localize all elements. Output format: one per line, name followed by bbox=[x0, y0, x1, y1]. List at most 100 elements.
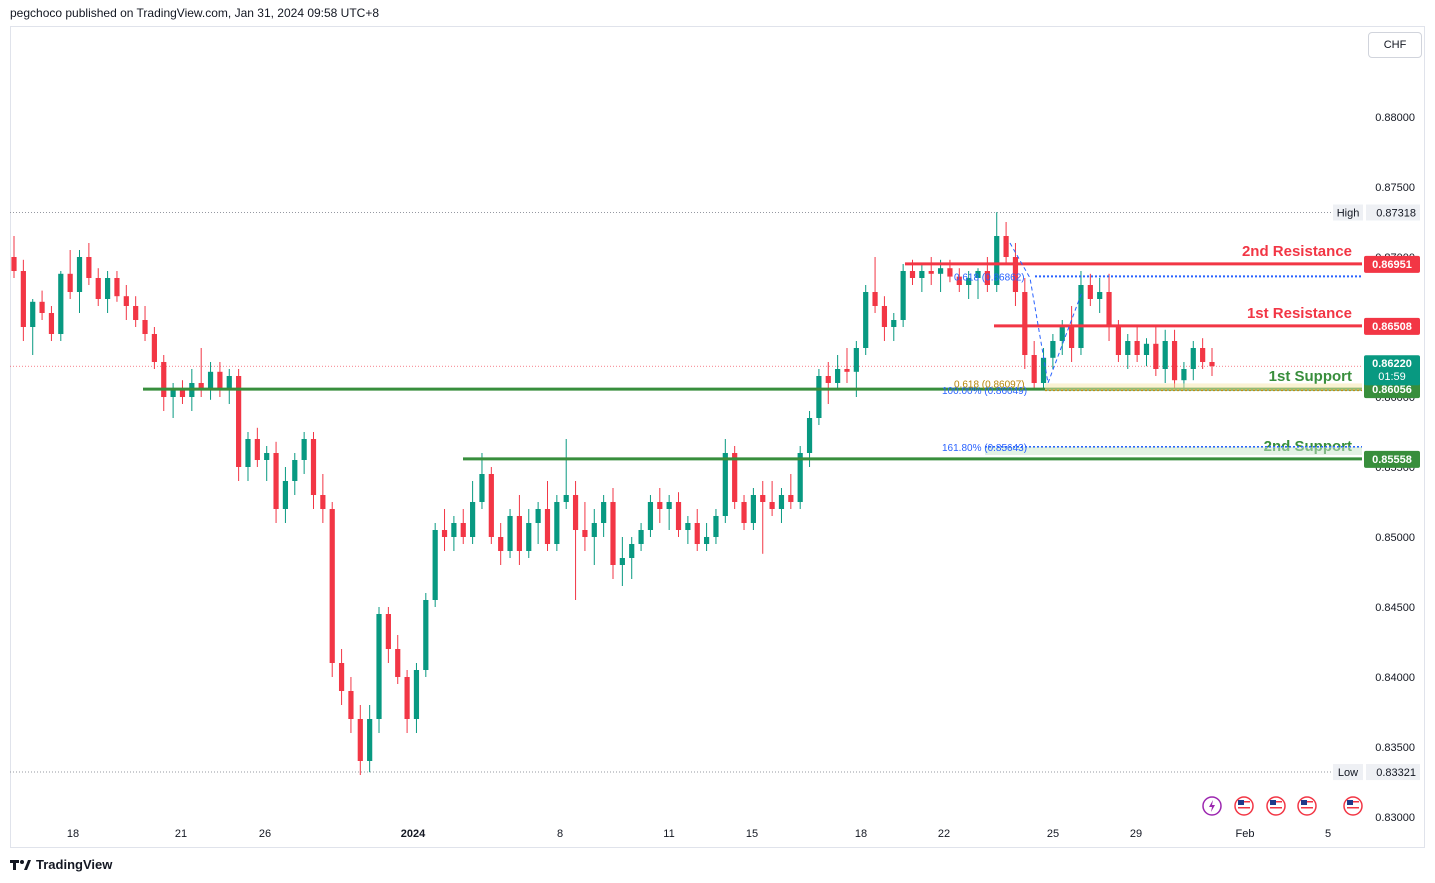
candle-body bbox=[722, 453, 728, 516]
candle-body bbox=[1078, 285, 1084, 348]
brand-label: TradingView bbox=[36, 857, 113, 872]
candle-body bbox=[984, 271, 990, 285]
candle-body bbox=[741, 502, 747, 523]
time-tick: 11 bbox=[663, 828, 674, 840]
candle-body bbox=[151, 334, 157, 362]
us-flag-icon[interactable] bbox=[1266, 796, 1286, 816]
flag-ring bbox=[1266, 796, 1286, 816]
candle-body bbox=[582, 530, 588, 537]
price-tick: 0.83500 bbox=[1375, 742, 1415, 754]
candle-body bbox=[273, 453, 279, 509]
candle-body bbox=[554, 502, 560, 544]
candle-body bbox=[310, 439, 317, 495]
candle-body bbox=[1171, 341, 1178, 381]
candle-body bbox=[432, 530, 438, 600]
tradingview-logo[interactable]: TradingView bbox=[10, 857, 112, 872]
candle-body bbox=[1190, 348, 1196, 369]
currency-button[interactable]: CHF bbox=[1368, 32, 1422, 58]
candle-body bbox=[572, 495, 579, 530]
candle-body bbox=[133, 306, 139, 320]
candle-body bbox=[95, 278, 101, 299]
current-price-value: 0.86220 bbox=[1372, 358, 1412, 370]
candle-body bbox=[1209, 362, 1215, 367]
price-tick: 0.88000 bbox=[1375, 112, 1415, 124]
fib-label: 0.618 (0.86097) bbox=[954, 379, 1025, 390]
level-tag bbox=[1364, 450, 1420, 468]
candle-body bbox=[947, 268, 953, 277]
candle-body bbox=[1087, 285, 1093, 299]
candle-body bbox=[1012, 257, 1019, 292]
high-value: 0.87318 bbox=[1376, 207, 1416, 219]
candle-body bbox=[591, 523, 597, 537]
us-flag-icon[interactable] bbox=[1234, 796, 1254, 816]
candle-body bbox=[769, 502, 775, 509]
candle-body bbox=[207, 371, 214, 390]
bottom-events[interactable] bbox=[1202, 796, 1363, 816]
high-value-bg bbox=[1366, 204, 1420, 221]
candle-body bbox=[835, 369, 841, 383]
flag-canton bbox=[1238, 800, 1244, 805]
candle-body bbox=[320, 495, 326, 509]
candle-body bbox=[610, 502, 616, 565]
candle-body bbox=[329, 509, 335, 663]
us-flag-icon[interactable] bbox=[1297, 796, 1317, 816]
candle-body bbox=[367, 719, 373, 761]
flag-stripe bbox=[1270, 810, 1282, 812]
candle-body bbox=[853, 348, 859, 372]
flag-stripe bbox=[1238, 807, 1250, 809]
candle-body bbox=[516, 516, 523, 551]
time-axis[interactable]: 18 21 26 2024 8 11 15 18 22 25 29 Feb 5 bbox=[67, 828, 1331, 840]
candle-body bbox=[1162, 341, 1168, 369]
candle-body bbox=[919, 271, 925, 278]
candle-body bbox=[292, 460, 298, 481]
candle-body bbox=[1059, 327, 1065, 341]
candle-body bbox=[1050, 341, 1056, 358]
price-axis[interactable]: 0.880000.875000.870000.865000.860000.855… bbox=[1333, 112, 1420, 824]
high-label-bg bbox=[1333, 204, 1363, 221]
candle-body bbox=[385, 614, 391, 649]
lightning-icon[interactable] bbox=[1202, 796, 1222, 816]
candle-body bbox=[39, 301, 45, 313]
candle-body bbox=[806, 418, 813, 453]
candle-body bbox=[1181, 369, 1187, 381]
candle-body bbox=[825, 376, 831, 383]
candle-body bbox=[226, 376, 232, 390]
candle-body bbox=[1125, 341, 1131, 355]
candle-body bbox=[104, 278, 111, 299]
candle-body bbox=[601, 502, 607, 523]
candle-body bbox=[956, 276, 962, 285]
candle-body bbox=[1097, 292, 1103, 299]
candle-body bbox=[348, 691, 354, 719]
candle-body bbox=[657, 502, 663, 509]
candle-body bbox=[891, 320, 897, 327]
time-tick: 26 bbox=[259, 828, 271, 840]
time-tick: 15 bbox=[746, 828, 758, 840]
candle-body bbox=[563, 495, 569, 502]
candle-body bbox=[441, 530, 448, 537]
candle-body bbox=[966, 278, 972, 285]
candle-body bbox=[357, 719, 363, 761]
candle-body bbox=[1022, 292, 1028, 355]
candle-body bbox=[30, 301, 36, 327]
flag-ring bbox=[1343, 796, 1363, 816]
candle-body bbox=[694, 523, 700, 544]
candle-body bbox=[161, 362, 167, 397]
candle-body bbox=[282, 481, 289, 509]
candle-body bbox=[58, 273, 64, 334]
candle-body bbox=[376, 614, 382, 719]
candle-body bbox=[301, 439, 307, 460]
flag-stripe bbox=[1347, 807, 1359, 809]
candle-body bbox=[732, 453, 738, 502]
candle-body bbox=[451, 523, 457, 537]
candle-body bbox=[647, 502, 654, 530]
flag-ring bbox=[1297, 796, 1317, 816]
candle-body bbox=[76, 257, 83, 292]
candle-body bbox=[498, 537, 504, 551]
candle-body bbox=[844, 369, 850, 372]
candle-body bbox=[619, 558, 625, 565]
candle-body bbox=[1115, 327, 1122, 355]
candle-body bbox=[170, 390, 176, 397]
candle-body bbox=[123, 296, 129, 306]
us-flag-icon[interactable] bbox=[1343, 796, 1363, 816]
